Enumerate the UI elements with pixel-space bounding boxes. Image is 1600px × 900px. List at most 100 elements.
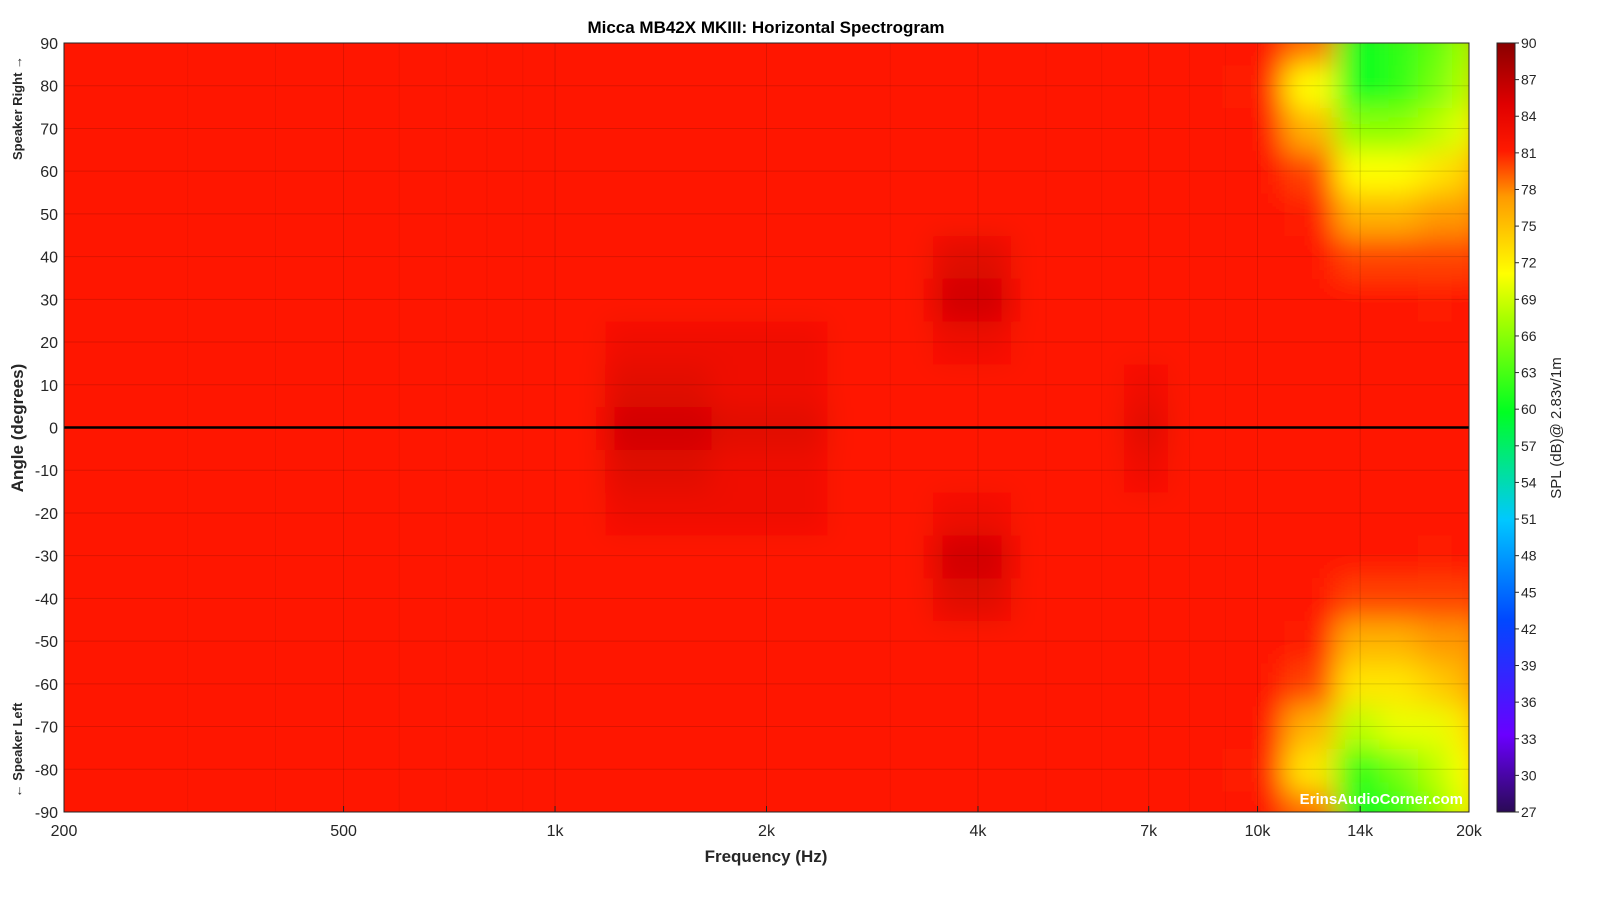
heatmap-cell	[1124, 490, 1171, 536]
heatmap-cell	[827, 63, 936, 109]
heatmap-cell	[1072, 661, 1127, 707]
heatmap-cell	[64, 618, 127, 664]
heatmap-cell	[605, 319, 714, 365]
heatmap-cell	[933, 276, 1014, 322]
heatmap-cell	[64, 319, 127, 365]
heatmap-cell	[448, 276, 608, 322]
heatmap-cell	[1451, 63, 1469, 109]
heatmap-cell	[1335, 490, 1382, 536]
heatmap-cell	[1124, 704, 1171, 749]
heatmap-cell	[1335, 789, 1382, 812]
heatmap-cell	[124, 490, 267, 536]
heatmap-cell	[1417, 490, 1454, 536]
heatmap-cell	[448, 191, 608, 237]
heatmap-cell	[264, 234, 451, 279]
heatmap-cell	[933, 447, 1014, 493]
colorbar-tick-label: 69	[1521, 291, 1537, 307]
heatmap-cell	[264, 148, 451, 194]
heatmap-cell	[448, 704, 608, 749]
heatmap-cell	[1124, 746, 1171, 792]
heatmap-cell	[64, 362, 127, 408]
heatmap-cell	[1011, 618, 1075, 664]
heatmap-cell	[448, 490, 608, 536]
heatmap-cell	[711, 746, 830, 792]
heatmap-cell	[1222, 362, 1287, 408]
heatmap-cell	[1124, 106, 1171, 151]
heatmap-cell	[264, 661, 451, 707]
heatmap-cell	[1379, 576, 1420, 621]
x-tick-label: 500	[330, 823, 357, 840]
heatmap-cell	[1284, 789, 1338, 812]
heatmap-cell	[1168, 63, 1225, 109]
colorbar-tick-label: 45	[1521, 584, 1537, 600]
heatmap-cell	[933, 148, 1014, 194]
heatmap-cell	[933, 63, 1014, 109]
heatmap-cell	[605, 106, 714, 151]
heatmap-cell	[64, 148, 127, 194]
heatmap-cell	[1072, 490, 1127, 536]
heatmap-cell	[1451, 106, 1469, 151]
heatmap-cell	[605, 746, 714, 792]
heatmap-cell	[827, 618, 936, 664]
heatmap-cell	[1124, 148, 1171, 194]
heatmap-cell	[124, 704, 267, 749]
heatmap-cell	[605, 43, 714, 66]
heatmap-cell	[64, 789, 127, 812]
heatmap-cell	[933, 106, 1014, 151]
heatmap-cell	[1124, 789, 1171, 812]
heatmap-cell	[1222, 447, 1287, 493]
heatmap-cell	[64, 191, 127, 237]
heatmap-cell	[1168, 490, 1225, 536]
heatmap-cell	[1222, 618, 1287, 664]
heatmap-cell	[827, 319, 936, 365]
heatmap-cell	[933, 746, 1014, 792]
heatmap-cell	[933, 234, 1014, 279]
heatmap-cell	[605, 191, 714, 237]
heatmap-cells	[64, 43, 1469, 812]
heatmap-cell	[1417, 533, 1454, 579]
heatmap-cell	[64, 234, 127, 279]
y-tick-label: -60	[35, 677, 58, 694]
heatmap-cell	[1284, 447, 1338, 493]
heatmap-cell	[711, 576, 830, 621]
heatmap-cell	[124, 661, 267, 707]
heatmap-cell	[1168, 191, 1225, 237]
heatmap-cell	[605, 618, 714, 664]
heatmap-cell	[605, 362, 714, 408]
heatmap-cell	[1284, 43, 1338, 66]
heatmap-cell	[933, 43, 1014, 66]
y-tick-label: -50	[35, 634, 58, 651]
heatmap-cell	[64, 43, 127, 66]
heatmap-cell	[1168, 148, 1225, 194]
heatmap-cell	[1072, 447, 1127, 493]
heatmap-cell	[1284, 106, 1338, 151]
colorbar-tick-label: 60	[1521, 401, 1537, 417]
heatmap-cell	[711, 490, 830, 536]
heatmap-cell	[1417, 63, 1454, 109]
y-tick-label: 20	[40, 335, 58, 352]
x-tick-label: 20k	[1456, 823, 1483, 840]
heatmap-cell	[605, 533, 714, 579]
heatmap-cell	[1451, 276, 1469, 322]
heatmap-cell	[1222, 746, 1287, 792]
heatmap-cell	[711, 533, 830, 579]
heatmap-cell	[605, 661, 714, 707]
heatmap-cell	[1222, 576, 1287, 621]
heatmap-cell	[1417, 106, 1454, 151]
heatmap-cell	[933, 319, 1014, 365]
colorbar-tick-label: 81	[1521, 145, 1537, 161]
colorbar-tick-label: 30	[1521, 767, 1537, 783]
heatmap-cell	[1379, 43, 1420, 66]
heatmap-cell	[1379, 533, 1420, 579]
y-tick-label: -40	[35, 591, 58, 608]
heatmap-cell	[1379, 789, 1420, 812]
heatmap-cell	[933, 191, 1014, 237]
heatmap-cell	[933, 789, 1014, 812]
watermark: ErinsAudioCorner.com	[1300, 791, 1463, 808]
heatmap-cell	[1379, 234, 1420, 279]
colorbar-tick-label: 27	[1521, 804, 1537, 820]
heatmap-cell	[1417, 276, 1454, 322]
heatmap-cell	[1379, 704, 1420, 749]
heatmap-cell	[1124, 447, 1171, 493]
